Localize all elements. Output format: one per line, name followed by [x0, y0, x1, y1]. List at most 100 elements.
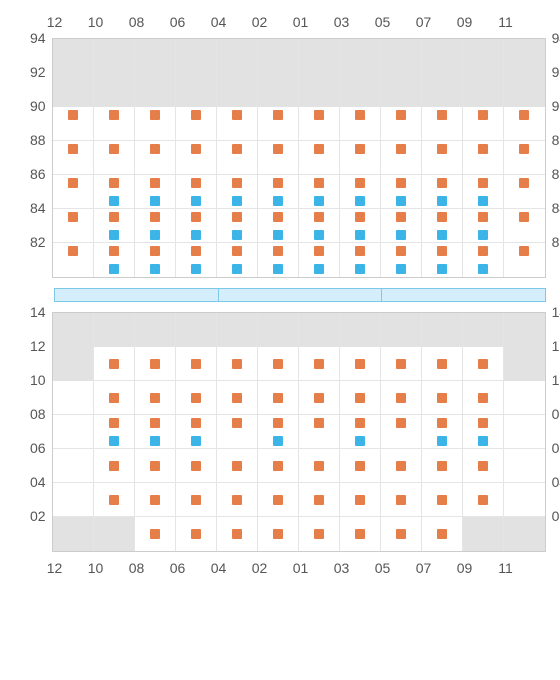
orange-seat[interactable] — [273, 144, 283, 154]
orange-seat[interactable] — [478, 178, 488, 188]
orange-seat[interactable] — [314, 178, 324, 188]
seat-cell[interactable] — [463, 141, 504, 175]
blue-seat[interactable] — [150, 264, 160, 274]
seat-cell[interactable] — [176, 243, 217, 277]
orange-seat[interactable] — [191, 246, 201, 256]
orange-seat[interactable] — [478, 212, 488, 222]
blue-seat[interactable] — [314, 264, 324, 274]
orange-seat[interactable] — [150, 529, 160, 539]
blue-seat[interactable] — [191, 230, 201, 240]
seat-cell[interactable] — [299, 209, 340, 243]
seat-cell[interactable] — [94, 175, 135, 209]
blue-seat[interactable] — [478, 230, 488, 240]
orange-seat[interactable] — [191, 393, 201, 403]
orange-seat[interactable] — [314, 144, 324, 154]
orange-seat[interactable] — [314, 495, 324, 505]
blue-seat[interactable] — [437, 196, 447, 206]
blue-seat[interactable] — [150, 196, 160, 206]
orange-seat[interactable] — [191, 178, 201, 188]
seat-cell[interactable] — [217, 381, 258, 415]
blue-seat[interactable] — [355, 264, 365, 274]
orange-seat[interactable] — [109, 178, 119, 188]
seat-cell[interactable] — [340, 517, 381, 551]
seat-cell[interactable] — [463, 107, 504, 141]
seat-cell[interactable] — [135, 141, 176, 175]
orange-seat[interactable] — [355, 359, 365, 369]
seat-cell[interactable] — [340, 209, 381, 243]
orange-seat[interactable] — [437, 144, 447, 154]
seat-cell[interactable] — [217, 347, 258, 381]
orange-seat[interactable] — [437, 110, 447, 120]
blue-seat[interactable] — [355, 196, 365, 206]
seat-cell[interactable] — [381, 141, 422, 175]
seat-cell[interactable] — [422, 243, 463, 277]
seat-cell[interactable] — [381, 449, 422, 483]
seat-cell[interactable] — [176, 107, 217, 141]
orange-seat[interactable] — [232, 461, 242, 471]
seat-cell[interactable] — [340, 243, 381, 277]
seat-cell[interactable] — [422, 483, 463, 517]
orange-seat[interactable] — [273, 495, 283, 505]
orange-seat[interactable] — [478, 461, 488, 471]
seat-cell[interactable] — [176, 483, 217, 517]
seat-cell[interactable] — [94, 243, 135, 277]
seat-cell[interactable] — [463, 415, 504, 449]
orange-seat[interactable] — [232, 246, 242, 256]
orange-seat[interactable] — [437, 461, 447, 471]
orange-seat[interactable] — [68, 110, 78, 120]
seat-cell[interactable] — [422, 449, 463, 483]
seat-cell[interactable] — [94, 347, 135, 381]
seat-cell[interactable] — [299, 243, 340, 277]
seat-cell[interactable] — [299, 347, 340, 381]
seat-cell[interactable] — [463, 381, 504, 415]
seat-cell[interactable] — [217, 175, 258, 209]
orange-seat[interactable] — [191, 529, 201, 539]
orange-seat[interactable] — [68, 178, 78, 188]
orange-seat[interactable] — [314, 212, 324, 222]
orange-seat[interactable] — [273, 359, 283, 369]
orange-seat[interactable] — [273, 178, 283, 188]
seat-cell[interactable] — [340, 107, 381, 141]
blue-seat[interactable] — [150, 230, 160, 240]
blue-seat[interactable] — [314, 230, 324, 240]
orange-seat[interactable] — [355, 110, 365, 120]
seat-cell[interactable] — [53, 175, 94, 209]
seat-cell[interactable] — [504, 141, 545, 175]
seat-cell[interactable] — [176, 141, 217, 175]
seat-cell[interactable] — [299, 381, 340, 415]
blue-seat[interactable] — [478, 436, 488, 446]
seat-cell[interactable] — [258, 107, 299, 141]
seat-cell[interactable] — [217, 243, 258, 277]
orange-seat[interactable] — [314, 110, 324, 120]
orange-seat[interactable] — [68, 212, 78, 222]
seat-cell[interactable] — [463, 209, 504, 243]
seat-cell[interactable] — [340, 175, 381, 209]
seat-cell[interactable] — [53, 381, 94, 415]
seat-cell[interactable] — [258, 243, 299, 277]
seat-cell[interactable] — [381, 243, 422, 277]
seat-cell[interactable] — [258, 449, 299, 483]
orange-seat[interactable] — [273, 461, 283, 471]
seat-cell[interactable] — [381, 209, 422, 243]
seat-cell[interactable] — [258, 347, 299, 381]
seat-cell[interactable] — [258, 483, 299, 517]
seat-cell[interactable] — [135, 415, 176, 449]
orange-seat[interactable] — [355, 144, 365, 154]
blue-seat[interactable] — [191, 196, 201, 206]
orange-seat[interactable] — [437, 418, 447, 428]
seat-cell[interactable] — [422, 175, 463, 209]
orange-seat[interactable] — [232, 393, 242, 403]
seat-cell[interactable] — [53, 483, 94, 517]
orange-seat[interactable] — [191, 418, 201, 428]
orange-seat[interactable] — [396, 359, 406, 369]
blue-seat[interactable] — [396, 264, 406, 274]
orange-seat[interactable] — [519, 212, 529, 222]
seat-cell[interactable] — [217, 141, 258, 175]
orange-seat[interactable] — [396, 495, 406, 505]
orange-seat[interactable] — [355, 495, 365, 505]
orange-seat[interactable] — [355, 246, 365, 256]
orange-seat[interactable] — [150, 110, 160, 120]
orange-seat[interactable] — [150, 144, 160, 154]
seat-cell[interactable] — [463, 347, 504, 381]
orange-seat[interactable] — [355, 529, 365, 539]
